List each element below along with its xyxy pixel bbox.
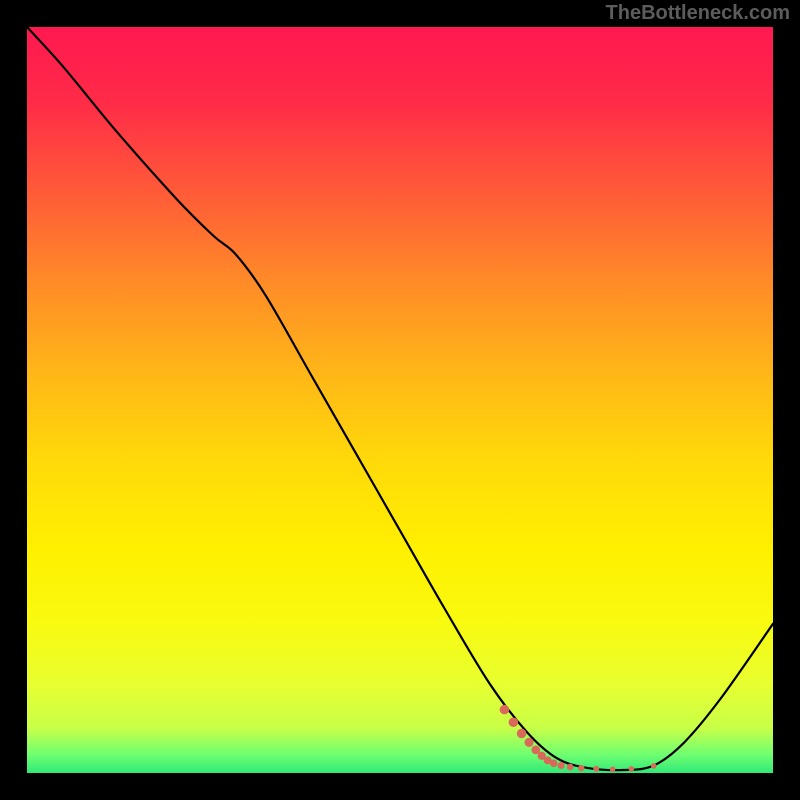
highlight-dot: [567, 764, 574, 771]
highlight-dot: [550, 760, 558, 768]
highlight-dot: [610, 766, 616, 772]
highlight-dot: [558, 762, 565, 769]
watermark-text: TheBottleneck.com: [606, 2, 790, 25]
highlight-dot: [593, 766, 599, 772]
chart-svg: [27, 27, 773, 773]
highlight-dot: [509, 717, 519, 727]
highlight-dot: [578, 765, 584, 771]
highlight-dot: [524, 738, 533, 747]
gradient-background: [27, 27, 773, 773]
highlight-dot: [500, 705, 510, 715]
chart-frame: TheBottleneck.com: [0, 0, 800, 800]
plot-area: [27, 27, 773, 773]
highlight-dot: [651, 763, 657, 769]
highlight-dot: [517, 729, 527, 739]
highlight-dot: [628, 766, 634, 772]
